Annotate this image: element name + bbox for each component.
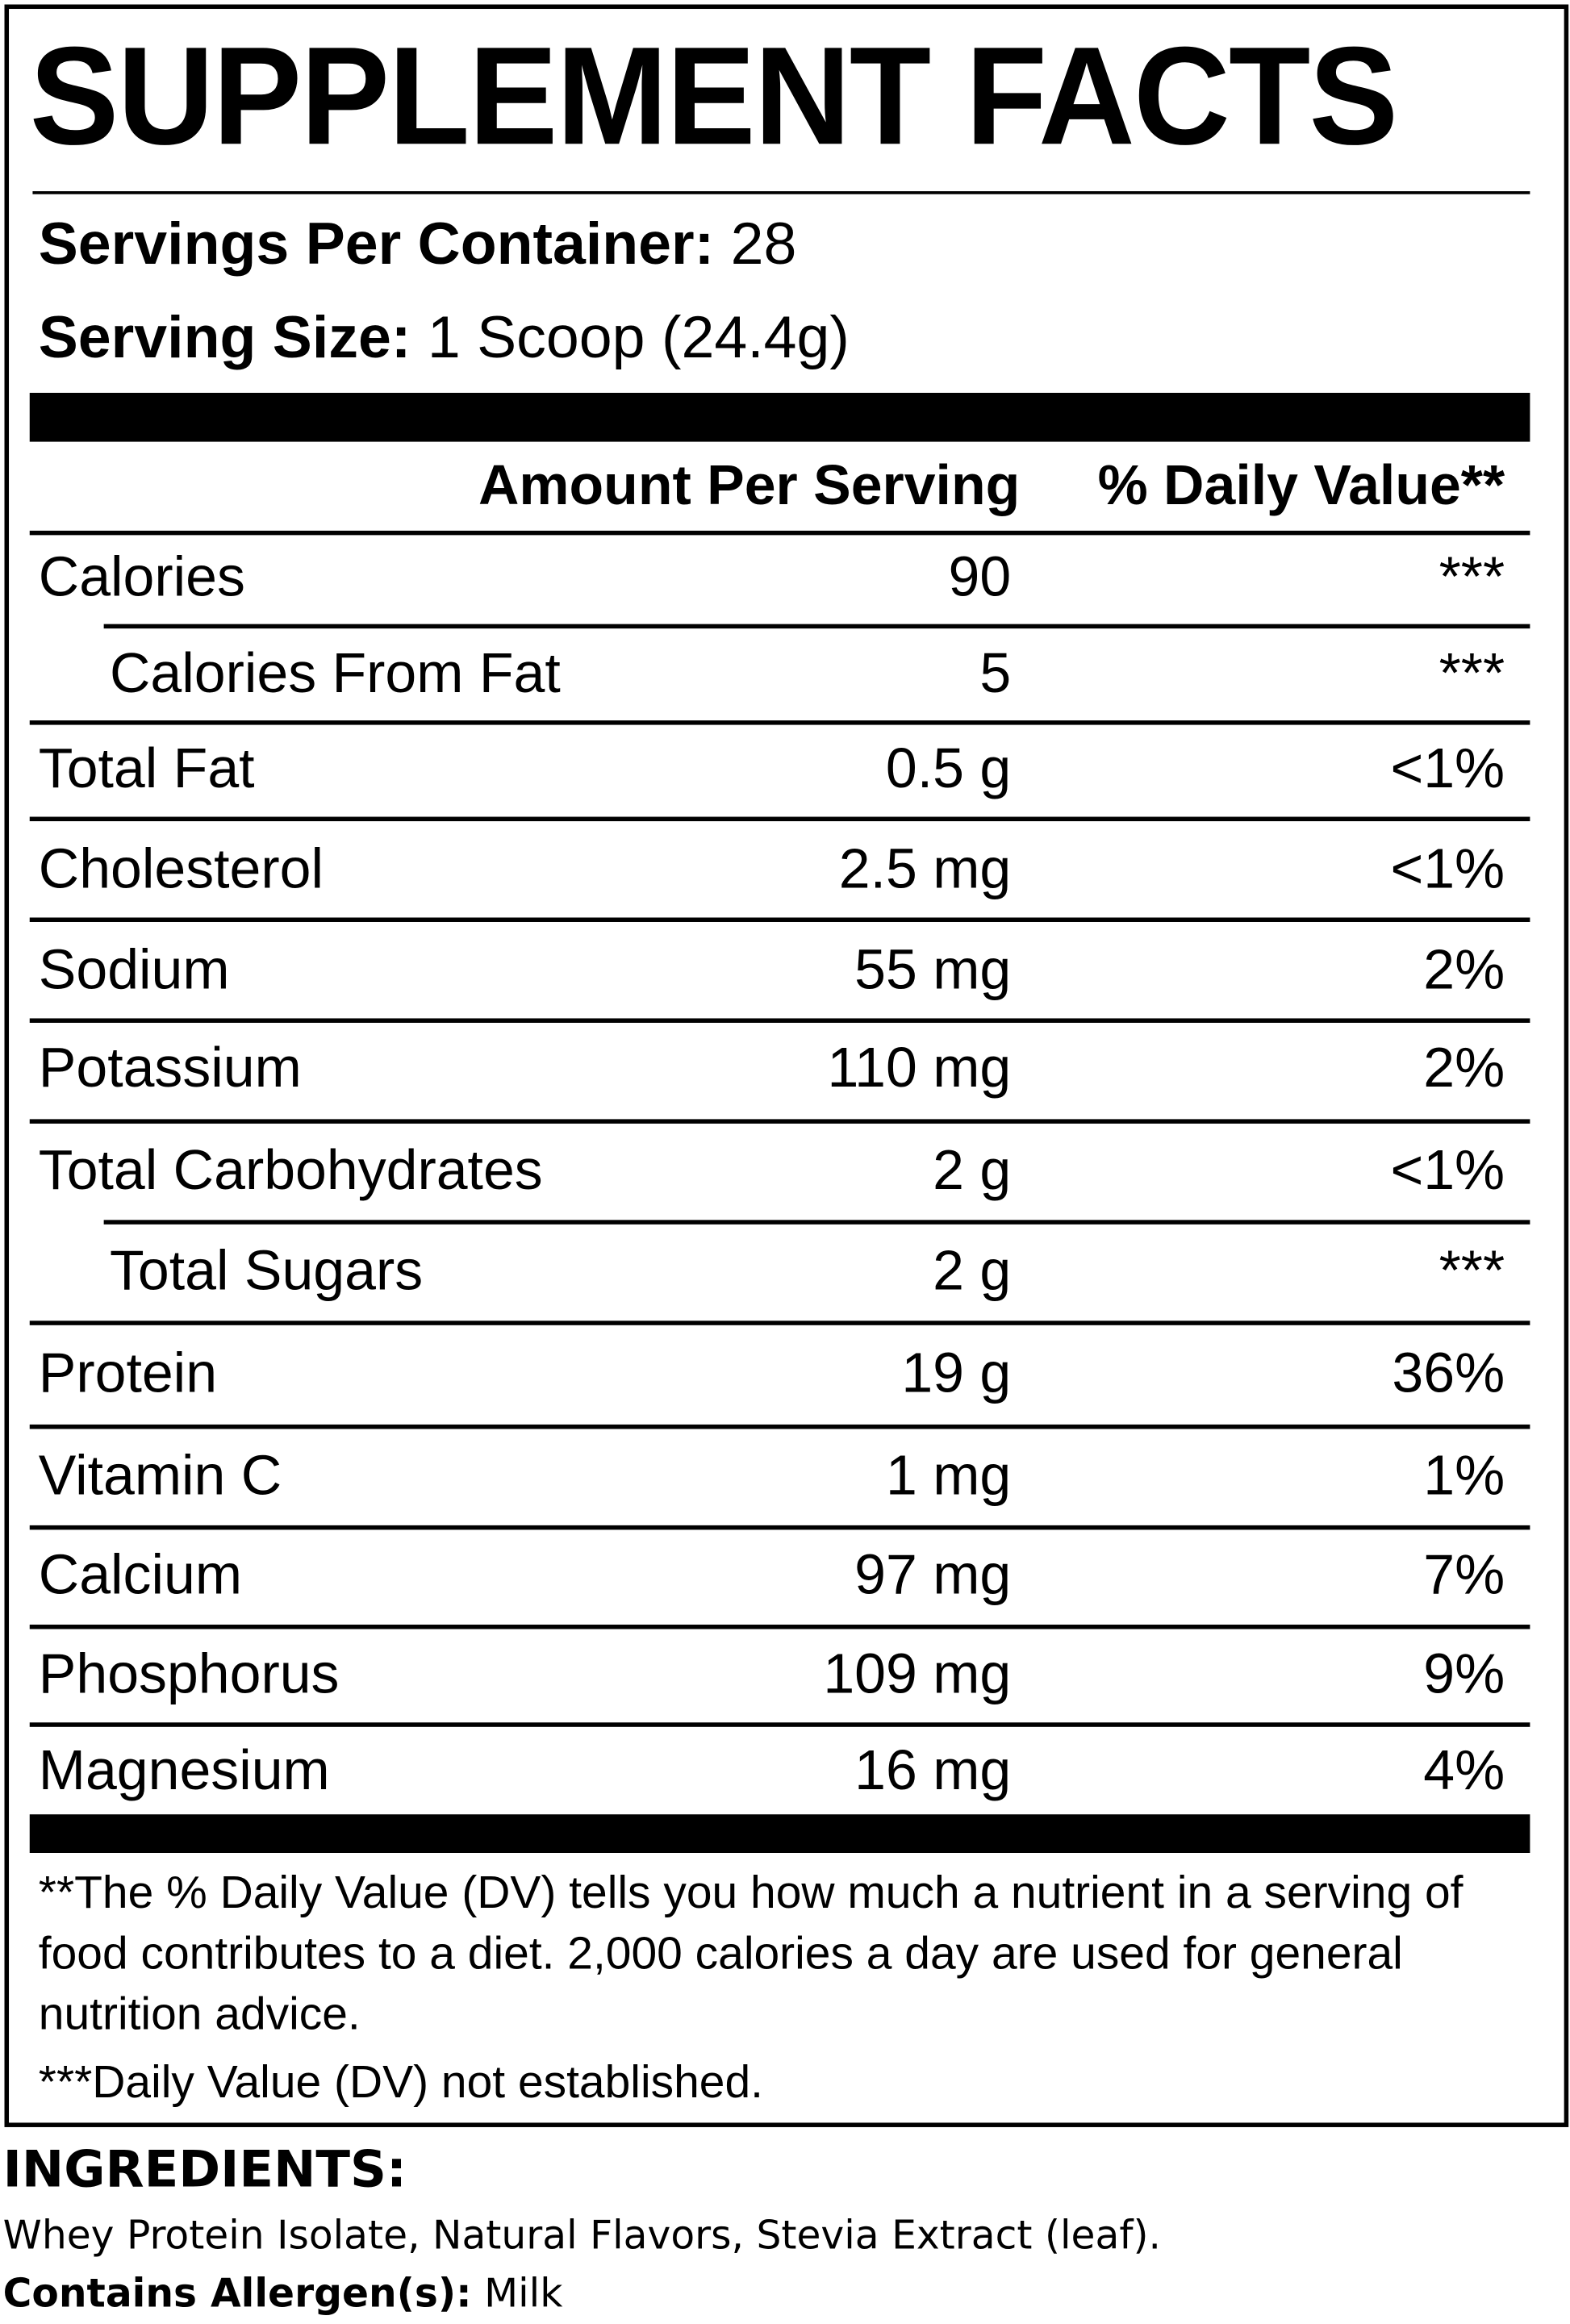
nutrient-amount: 109 mg <box>823 1643 1012 1707</box>
row-divider <box>29 1424 1530 1429</box>
nutrient-name: Sodium <box>38 940 230 1003</box>
nutrient-daily-value: 2% <box>1423 1037 1505 1100</box>
rule <box>29 530 1530 536</box>
nutrient-amount: 0.5 g <box>885 738 1012 801</box>
rule <box>32 191 1530 194</box>
nutrient-amount: 2 g <box>933 1241 1012 1304</box>
row-divider <box>29 816 1530 821</box>
nutrient-daily-value: <1% <box>1390 839 1505 902</box>
nutrient-name: Calories From Fat <box>109 643 561 706</box>
title: SUPPLEMENT FACTS <box>29 18 1398 173</box>
nutrient-amount: 5 <box>979 643 1012 706</box>
nutrient-amount: 2 g <box>933 1140 1012 1203</box>
nutrient-name: Total Fat <box>38 738 255 801</box>
row-divider <box>29 1320 1530 1325</box>
nutrient-name: Cholesterol <box>38 839 324 902</box>
nutrient-daily-value: 9% <box>1423 1643 1505 1707</box>
nutrient-daily-value: *** <box>1438 547 1505 610</box>
nutrient-daily-value: *** <box>1438 643 1505 706</box>
nutrient-daily-value: 4% <box>1423 1740 1505 1803</box>
serving-size-value: 1 Scoop (24.4g) <box>427 305 850 371</box>
allergen-value: Milk <box>484 2271 563 2318</box>
nutrient-daily-value: 1% <box>1423 1445 1505 1508</box>
allergens: Contains Allergen(s): Milk <box>3 2268 563 2322</box>
row-divider <box>29 1624 1530 1629</box>
nutrient-name: Magnesium <box>38 1740 330 1803</box>
amount-header: Amount Per Serving <box>478 455 1021 518</box>
row-divider <box>103 623 1530 628</box>
nutrient-amount: 97 mg <box>854 1544 1012 1607</box>
row-divider <box>29 1721 1530 1726</box>
thick-bar <box>29 1814 1530 1853</box>
nutrient-amount: 2.5 mg <box>838 839 1012 902</box>
nutrient-amount: 110 mg <box>827 1037 1012 1100</box>
thick-bar <box>29 392 1530 442</box>
row-divider <box>29 1017 1530 1023</box>
nutrient-amount: 55 mg <box>854 940 1012 1003</box>
nutrient-daily-value: <1% <box>1390 1140 1505 1203</box>
nutrient-name: Calcium <box>38 1544 242 1607</box>
row-divider <box>29 1524 1530 1529</box>
row-divider <box>29 1118 1530 1123</box>
ingredients-heading: INGREDIENTS: <box>2 2140 407 2200</box>
nutrient-name: Vitamin C <box>38 1445 282 1508</box>
nutrient-name: Potassium <box>38 1037 302 1100</box>
servings-value: 28 <box>730 211 797 277</box>
footnote: **The % Daily Value (DV) tells you how m… <box>38 1866 1464 2040</box>
nutrient-daily-value: 36% <box>1392 1342 1505 1406</box>
row-divider <box>103 1219 1530 1224</box>
nutrient-amount: 90 <box>948 547 1012 610</box>
nutrient-name: Protein <box>38 1342 218 1406</box>
nutrient-amount: 19 g <box>901 1342 1012 1406</box>
nutrient-name: Calories <box>38 547 245 610</box>
nutrient-amount: 16 mg <box>854 1740 1012 1803</box>
nutrient-name: Total Carbohydrates <box>38 1140 543 1203</box>
servings: Servings Per Container: 28 <box>39 211 797 279</box>
row-divider <box>29 916 1530 922</box>
row-divider <box>29 720 1530 724</box>
nutrient-daily-value: 2% <box>1423 940 1505 1003</box>
nutrient-daily-value: <1% <box>1390 738 1505 801</box>
serving-size-label: Serving Size: <box>38 305 411 371</box>
nutrient-daily-value: *** <box>1438 1241 1505 1304</box>
ingredients-text: Whey Protein Isolate, Natural Flavors, S… <box>2 2213 1161 2259</box>
nutrient-daily-value: 7% <box>1423 1544 1505 1607</box>
servings-label: Servings Per Container: <box>38 211 715 277</box>
serving-size: Serving Size: 1 Scoop (24.4g) <box>39 304 850 373</box>
nutrient-amount: 1 mg <box>885 1445 1012 1508</box>
nutrient-name: Total Sugars <box>109 1241 424 1304</box>
nutrient-name: Phosphorus <box>38 1643 340 1707</box>
facts-box <box>4 4 1569 2127</box>
footnote: ***Daily Value (DV) not established. <box>38 2055 763 2109</box>
allergen-label: Contains Allergen(s): <box>2 2271 472 2318</box>
dv-header: % Daily Value** <box>1097 455 1505 518</box>
